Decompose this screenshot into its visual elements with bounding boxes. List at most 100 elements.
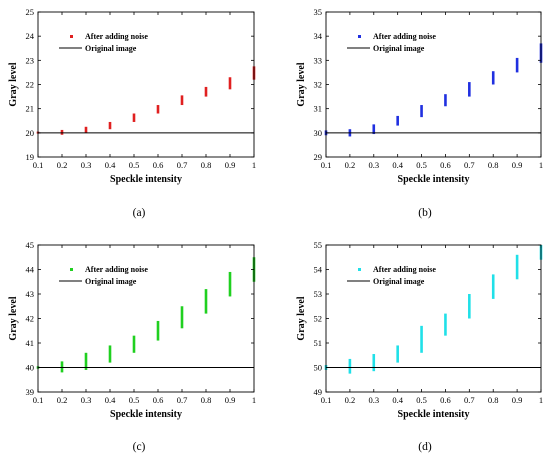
x-tick-label: 0.7 <box>177 395 188 405</box>
data-point-cluster <box>204 289 208 314</box>
legend-label-noise: After adding noise <box>373 265 436 274</box>
x-tick-label: 0.1 <box>33 395 44 405</box>
y-tick-label: 35 <box>314 7 323 17</box>
y-axis-label: Gray level <box>296 62 307 106</box>
x-axis-label: Speckle intensity <box>110 409 182 420</box>
x-tick-label: 0.1 <box>321 160 332 170</box>
y-tick-label: 49 <box>314 387 323 397</box>
x-tick-label: 0.4 <box>392 160 403 170</box>
data-point-cluster <box>84 126 88 133</box>
y-tick-label: 22 <box>26 80 35 90</box>
data-point-cluster <box>515 254 519 280</box>
x-axis-label: Speckle intensity <box>110 174 182 185</box>
y-tick-label: 50 <box>314 363 323 373</box>
x-tick-label: 0.8 <box>488 395 499 405</box>
legend-label-noise: After adding noise <box>373 32 436 41</box>
x-tick-label: 0.4 <box>392 395 403 405</box>
legend-label-noise: After adding noise <box>85 32 148 41</box>
panel-caption: (c) <box>133 441 146 453</box>
data-point-cluster <box>468 294 471 319</box>
y-tick-label: 23 <box>26 55 35 65</box>
data-point-cluster <box>491 71 495 85</box>
x-tick-label: 0.1 <box>321 395 332 405</box>
data-point-cluster <box>396 345 399 363</box>
legend-label-noise: After adding noise <box>85 265 148 274</box>
y-tick-label: 19 <box>26 152 35 162</box>
x-tick-label: 0.4 <box>105 395 116 405</box>
y-tick-label: 32 <box>314 80 323 90</box>
x-tick-label: 0.6 <box>153 395 164 405</box>
data-point-cluster <box>108 121 112 130</box>
panel-caption: (a) <box>133 207 146 219</box>
x-axis-label: Speckle intensity <box>398 174 470 185</box>
panel-c: 0.1 0.2 0.3 0.4 0.5 0.6 0.7 0.8 0.9 1 39 40 41 42 43 44… <box>8 240 256 420</box>
y-tick-label: 20 <box>26 128 35 138</box>
legend-marker-noise <box>358 35 361 38</box>
x-tick-label: 0.9 <box>512 160 523 170</box>
panel-caption: (b) <box>418 207 432 219</box>
panel-a: 0.1 0.2 0.3 0.4 0.5 0.6 0.7 0.8 0.9 1 19 20 21 22 23 24… <box>8 7 256 185</box>
x-tick-label: 0.3 <box>81 160 92 170</box>
y-axis-label: Gray level <box>296 296 307 340</box>
data-point-cluster <box>180 95 184 106</box>
y-tick-label: 53 <box>314 289 323 299</box>
legend: After adding noise Original image <box>59 32 148 53</box>
y-tick-label: 29 <box>314 152 323 162</box>
y-tick-label: 55 <box>314 240 323 250</box>
x-tick-label: 0.2 <box>345 395 356 405</box>
y-tick-label: 25 <box>26 7 35 17</box>
x-tick-label: 0.6 <box>153 160 164 170</box>
x-tick-label: 0.2 <box>345 160 356 170</box>
data-point-cluster <box>84 352 88 370</box>
data-point-cluster <box>204 86 208 97</box>
y-tick-label: 44 <box>26 265 35 275</box>
y-tick-label: 42 <box>26 314 35 324</box>
data-point-cluster <box>156 105 160 114</box>
x-tick-label: 0.5 <box>129 160 140 170</box>
data-point-cluster <box>348 358 352 374</box>
y-tick-label: 41 <box>26 338 35 348</box>
x-tick-label: 0.7 <box>464 395 475 405</box>
x-tick-label: 0.3 <box>368 395 379 405</box>
legend-marker-noise <box>70 268 73 271</box>
x-tick-label: 0.7 <box>464 160 475 170</box>
x-tick-label: 0.4 <box>105 160 116 170</box>
data-point-cluster <box>420 325 423 353</box>
x-tick-label: 1 <box>539 395 543 405</box>
y-tick-label: 24 <box>26 31 35 41</box>
data-point-cluster <box>132 335 136 353</box>
data-point-cluster <box>491 274 495 299</box>
y-tick-label: 40 <box>26 363 35 373</box>
y-tick-label: 33 <box>314 55 323 65</box>
x-axis-label: Speckle intensity <box>398 409 470 420</box>
x-tick-label: 0.2 <box>57 395 68 405</box>
y-tick-label: 43 <box>26 289 35 299</box>
panel-b: 0.1 0.2 0.3 0.4 0.5 0.6 0.7 0.8 0.9 1 29 30 31 32 33 34… <box>296 7 543 185</box>
x-tick-label: 0.1 <box>33 160 44 170</box>
y-tick-label: 31 <box>314 104 323 114</box>
x-tick-label: 0.7 <box>177 160 188 170</box>
legend: After adding noise Original image <box>59 265 148 286</box>
data-point-cluster <box>228 271 232 297</box>
x-tick-label: 0.8 <box>201 160 212 170</box>
x-tick-label: 1 <box>252 160 256 170</box>
data-point-cluster <box>515 57 519 73</box>
data-point-cluster <box>180 306 184 329</box>
y-tick-label: 51 <box>314 338 323 348</box>
x-tick-label: 0.5 <box>416 395 427 405</box>
data-point-cluster <box>420 105 423 118</box>
x-tick-label: 0.8 <box>201 395 212 405</box>
data-point-cluster <box>132 113 136 122</box>
legend-marker-noise <box>358 268 361 271</box>
data-point-cluster <box>444 313 447 336</box>
x-tick-label: 0.5 <box>129 395 140 405</box>
legend-label-original: Original image <box>85 277 137 286</box>
y-axis-label: Gray level <box>8 62 19 106</box>
x-tick-label: 0.6 <box>440 395 451 405</box>
y-axis-label: Gray level <box>8 296 19 340</box>
legend-label-original: Original image <box>85 44 137 53</box>
data-point-cluster <box>396 115 399 126</box>
data-point-cluster <box>60 361 64 373</box>
x-tick-label: 0.9 <box>512 395 523 405</box>
